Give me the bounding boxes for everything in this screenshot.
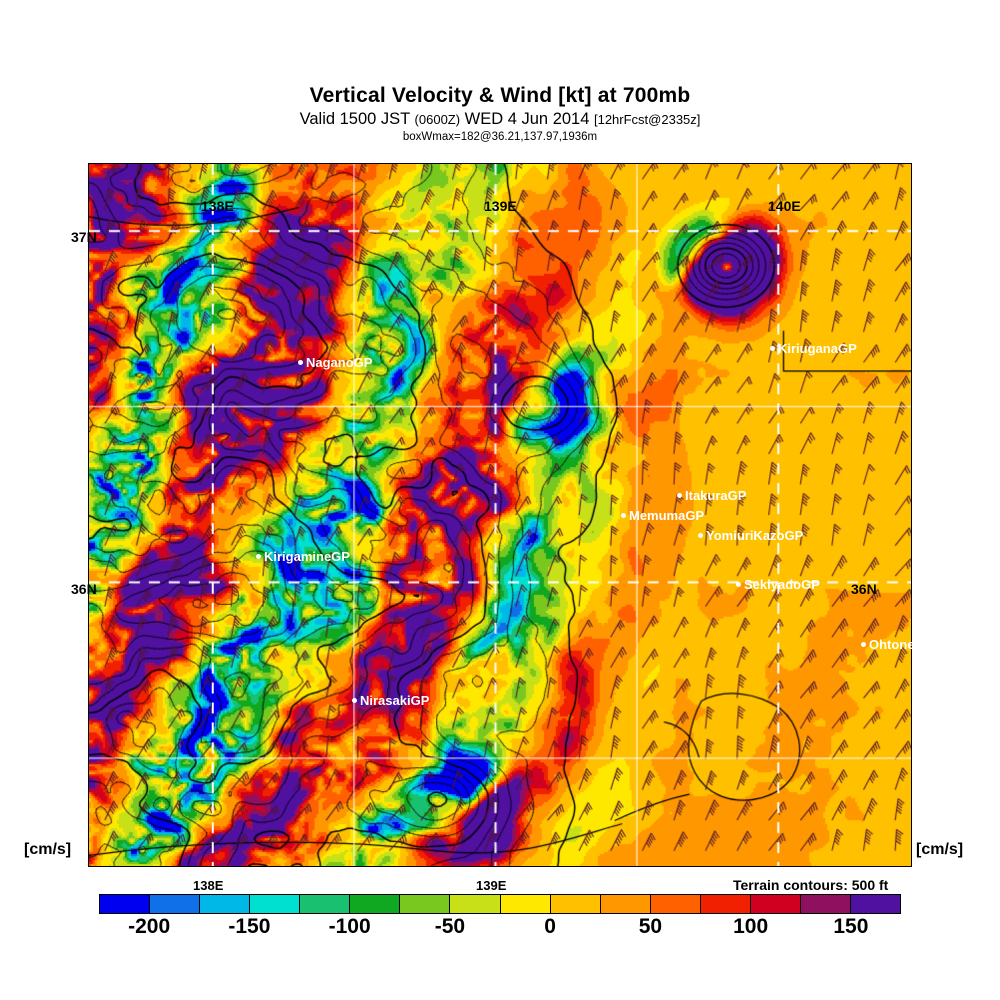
title-block: Vertical Velocity & Wind [kt] at 700mb V…	[0, 84, 1000, 144]
colorbar-swatch-1	[150, 895, 201, 913]
colorbar-swatch-10	[600, 895, 651, 913]
valid-time-prefix: Valid 1500 JST	[299, 110, 415, 128]
colorbar-swatch-5	[350, 895, 401, 913]
colorbar-swatch-0	[100, 895, 151, 913]
colorbar-tick--50: -50	[434, 915, 466, 938]
valid-time-utc: (0600Z)	[414, 112, 461, 127]
colorbar-swatch-12	[700, 895, 751, 913]
colorbar[interactable]	[99, 894, 901, 914]
colorbar-tick--100: -100	[328, 915, 371, 938]
colorbar-tick-0: 0	[544, 915, 556, 938]
colorbar-swatch-3	[250, 895, 301, 913]
map-plot-area[interactable]	[88, 163, 912, 867]
terrain-contour-note: Terrain contours: 500 ft	[733, 877, 889, 893]
colorbar-swatch-13	[750, 895, 801, 913]
station-marker-icon	[389, 870, 394, 876]
units-label-right: [cm/s]	[916, 841, 964, 858]
forecast-tag: [12hrFcst@2335z]	[593, 112, 701, 127]
station-fujiganegp: FujiganeGP	[389, 866, 469, 879]
colorbar-swatch-9	[550, 895, 601, 913]
colorbar-swatch-6	[400, 895, 451, 913]
colorbar-tick-layer: -200 -150 -100 -50 0 50 100 150	[99, 915, 901, 945]
colorbar-tick-50: 50	[638, 915, 663, 938]
colorbar-tick-100: 100	[733, 915, 769, 938]
colorbar-swatch-4	[300, 895, 351, 913]
colorbar-swatch-14	[800, 895, 851, 913]
colorbar-tick--150: -150	[228, 915, 271, 938]
vertical-velocity-field	[89, 164, 911, 866]
units-label-left: [cm/s]	[24, 841, 72, 858]
colorbar-swatch-11	[650, 895, 701, 913]
colorbar-swatch-8	[500, 895, 551, 913]
station-label-text: FujiganeGP	[397, 865, 470, 880]
valid-time-line: Valid 1500 JST (0600Z) WED 4 Jun 2014 [1…	[0, 109, 1000, 130]
colorbar-swatch-2	[200, 895, 251, 913]
colorbar-tick-150: 150	[833, 915, 869, 938]
valid-time-date: WED 4 Jun 2014	[460, 110, 594, 128]
lon-138e-bottom: 138E	[193, 878, 224, 893]
boxwmax-annotation: boxWmax=182@36.21,137.97,1936m	[402, 131, 598, 143]
page-title: Vertical Velocity & Wind [kt] at 700mb	[309, 84, 691, 107]
colorbar-tick--200: -200	[128, 915, 171, 938]
colorbar-swatch-15	[850, 895, 900, 913]
colorbar-swatch-7	[450, 895, 501, 913]
lon-139e-bottom: 139E	[476, 878, 507, 893]
